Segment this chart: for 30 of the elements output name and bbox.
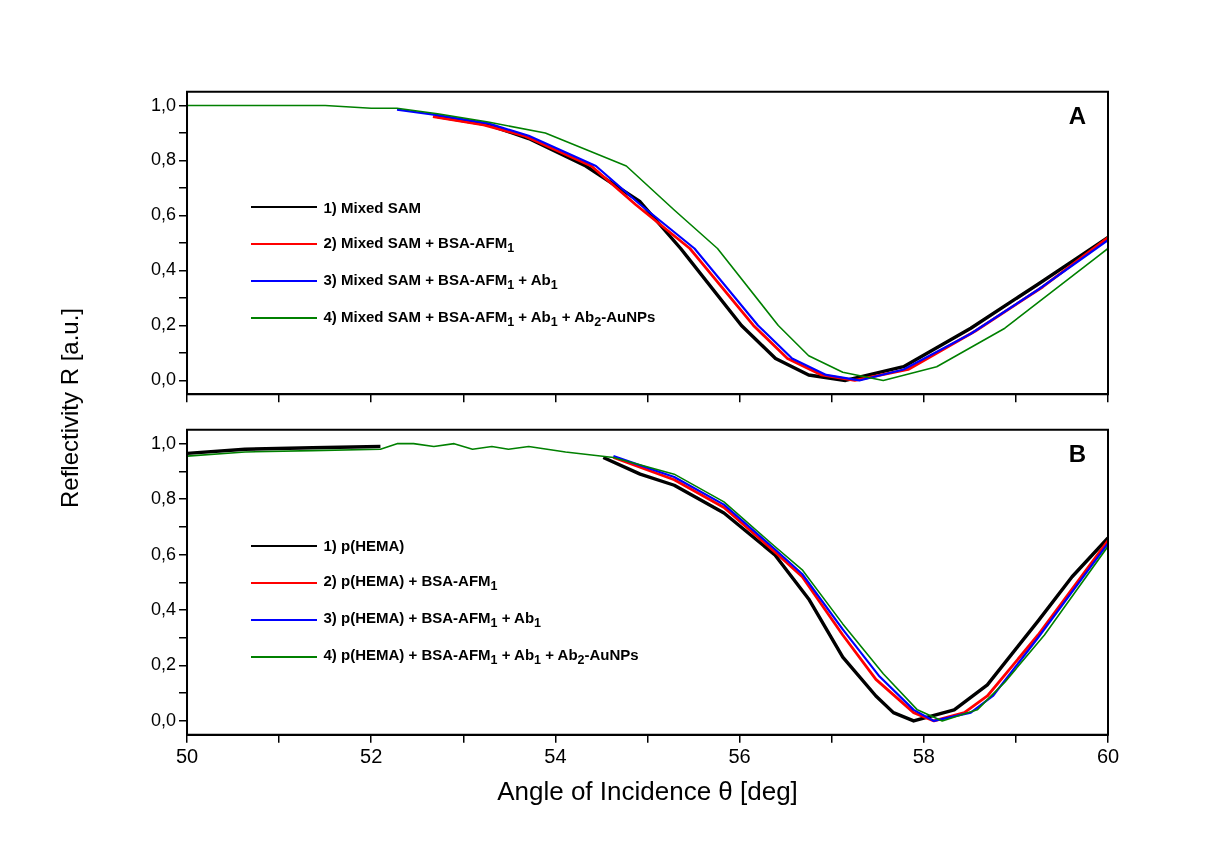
legend-label: 1) Mixed SAM [323, 198, 421, 216]
x-tick-label: 52 [360, 745, 383, 768]
y-tick-label: 0,2 [150, 654, 177, 675]
y-tick-label: 0,6 [150, 204, 177, 225]
x-tick-label: 56 [728, 745, 751, 768]
legend-label: 3) Mixed SAM + BSA-AFM$_{1}$ + Ab$_{1}$ [323, 270, 558, 292]
y-tick-label: 0,4 [150, 259, 177, 280]
legend-label: 1) p(HEMA) [323, 537, 405, 555]
x-axis-title: Angle of Incidence θ [deg] [497, 775, 798, 806]
legend-label: 2) Mixed SAM + BSA-AFM$_{1}$ [323, 233, 515, 255]
y-tick-label: 1,0 [150, 94, 177, 115]
annotation: A [1068, 102, 1086, 130]
y-tick-label: 0,8 [150, 488, 177, 509]
x-tick-label: 50 [175, 745, 199, 768]
y-tick-label: 0,4 [150, 599, 177, 619]
x-tick-label: 54 [544, 745, 567, 768]
y-tick-label: 0,2 [150, 314, 177, 335]
x-tick-label: 58 [912, 745, 935, 768]
legend-label: 4) p(HEMA) + BSA-AFM$_{1}$ + Ab$_{1}$ + Ab$_{2}$-AuNPs [323, 646, 639, 668]
y-tick-label: 0,0 [150, 369, 177, 390]
y-tick-label: 0,8 [150, 149, 177, 170]
y-axis-title: Reflectivity R [a.u.] [56, 307, 84, 509]
legend-label: 3) p(HEMA) + BSA-AFM$_{1}$ + Ab$_{1}$ [323, 609, 542, 631]
y-tick-label: 0,0 [150, 709, 177, 730]
annotation: B [1068, 440, 1086, 468]
legend-label: 2) p(HEMA) + BSA-AFM$_{1}$ [323, 572, 498, 594]
legend-label: 4) Mixed SAM + BSA-AFM$_{1}$ + Ab$_{1}$ + Ab$_{2}$-AuNPs [323, 307, 656, 329]
x-tick-label: 60 [1096, 745, 1120, 768]
y-tick-label: 0,6 [150, 543, 177, 564]
y-tick-label: 1,0 [150, 432, 177, 453]
